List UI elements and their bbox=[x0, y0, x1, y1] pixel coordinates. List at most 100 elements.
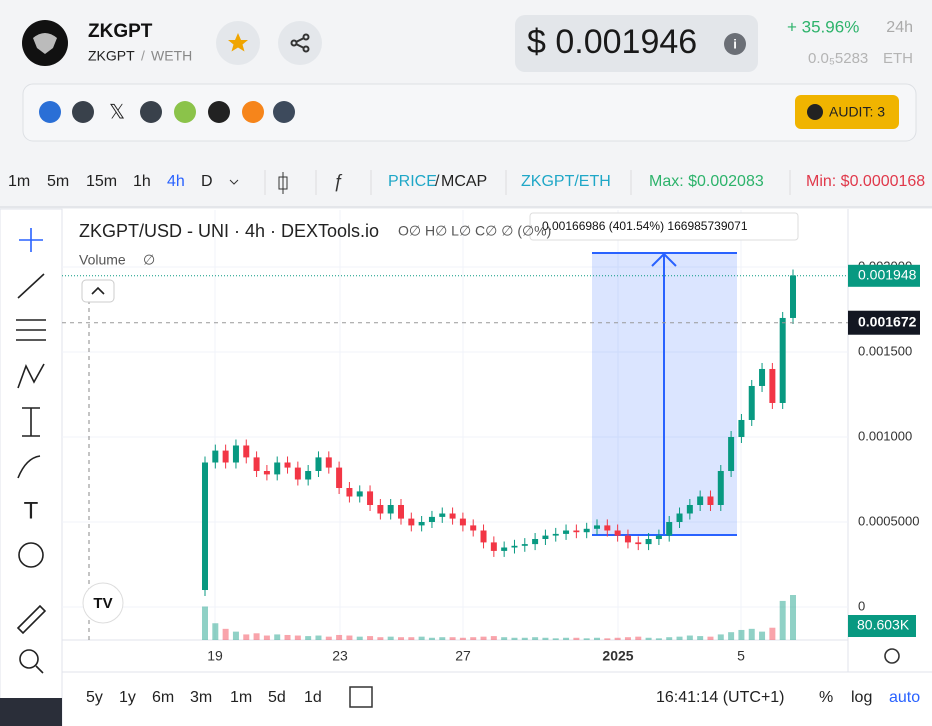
price-box bbox=[515, 15, 758, 72]
range[interactable]: 3m bbox=[190, 689, 212, 706]
candle bbox=[511, 545, 518, 548]
volume-value: ∅ bbox=[143, 252, 155, 268]
volume-bar bbox=[583, 638, 590, 640]
volume-bar bbox=[398, 637, 404, 640]
tv-logo-text: TV bbox=[93, 595, 112, 612]
volume-bar bbox=[490, 636, 497, 640]
volume-label: 80.603K bbox=[857, 617, 910, 633]
icon[interactable] bbox=[174, 101, 196, 123]
share-icon bbox=[290, 33, 310, 53]
candle bbox=[459, 518, 466, 526]
chart-title: ZKGPT/USD - UNI · 4h · DEXTools.io bbox=[79, 221, 379, 241]
icon[interactable] bbox=[273, 101, 295, 123]
range[interactable]: 1m bbox=[230, 689, 252, 706]
bottom-bar: 5y 1y 6m 3m 1m 5d 1d 16:41:14 (UTC+1)% log auto bbox=[86, 689, 920, 706]
interval[interactable]: 1m bbox=[8, 173, 30, 190]
y-tick-label: 0.001500 bbox=[858, 343, 912, 358]
candle-icon[interactable] bbox=[278, 172, 288, 194]
tv-logo[interactable] bbox=[82, 582, 124, 624]
candle bbox=[542, 535, 549, 540]
volume-bar bbox=[367, 636, 374, 640]
candle bbox=[418, 522, 425, 526]
candle bbox=[686, 504, 693, 514]
interval[interactable]: 5m bbox=[47, 173, 69, 190]
grid bbox=[62, 210, 848, 640]
volume-bar bbox=[635, 636, 642, 640]
toolbar-pair[interactable]: ZKGPT/ETH bbox=[521, 173, 611, 190]
volume-bar bbox=[459, 637, 466, 640]
toolbar-max[interactable]: Max: $0.002083 bbox=[649, 173, 764, 190]
collapse-button[interactable] bbox=[81, 279, 115, 303]
tooltip-text: 0.00166986 (401.54%) 166985739071 bbox=[542, 219, 748, 233]
dropdown[interactable] bbox=[229, 179, 239, 185]
icon[interactable] bbox=[140, 101, 162, 123]
volume-bar bbox=[387, 636, 394, 640]
pair-base: ZKGPT bbox=[88, 48, 135, 64]
price-axis: 00.00050000.0010000.0015000.002000192327… bbox=[207, 258, 920, 664]
interval[interactable]: 15m bbox=[86, 173, 117, 190]
volume-bar bbox=[717, 634, 724, 640]
calendar-icon[interactable] bbox=[349, 686, 373, 708]
eth-price: 0.0₅5283 bbox=[808, 50, 868, 67]
icon[interactable]: 𝕏 bbox=[109, 101, 125, 123]
volume-bar bbox=[542, 637, 549, 640]
candle bbox=[769, 368, 776, 403]
x-tick-label: 27 bbox=[455, 648, 471, 664]
volume-bar bbox=[676, 636, 683, 640]
range[interactable]: 1y bbox=[119, 689, 136, 706]
icon[interactable] bbox=[242, 101, 264, 123]
range[interactable]: 6m bbox=[152, 689, 174, 706]
volume-bar bbox=[294, 635, 301, 640]
settings-icon[interactable] bbox=[884, 648, 900, 664]
pair-quote: WETH bbox=[151, 48, 192, 64]
audit-button[interactable] bbox=[795, 95, 899, 129]
volume-bar bbox=[563, 637, 570, 640]
range[interactable]: 5d bbox=[268, 689, 286, 706]
volume-bar bbox=[470, 637, 477, 640]
auto-toggle[interactable]: auto bbox=[889, 689, 920, 706]
icon[interactable] bbox=[39, 101, 61, 123]
fx-icon[interactable]: ƒ bbox=[333, 171, 343, 191]
toolbar-min[interactable]: Min: $0.0000168 bbox=[806, 173, 925, 190]
measure-arrow bbox=[651, 252, 677, 535]
candle bbox=[635, 542, 642, 545]
icon[interactable] bbox=[72, 101, 94, 123]
icon[interactable] bbox=[208, 101, 230, 123]
volume-bar bbox=[594, 637, 600, 640]
ohlc: O∅ H∅ L∅ C∅ ∅ (∅%) bbox=[398, 223, 551, 239]
candle bbox=[645, 539, 652, 545]
volume-bar bbox=[779, 600, 786, 640]
range[interactable]: 5y bbox=[86, 689, 103, 706]
collapse-tab[interactable] bbox=[0, 698, 62, 726]
candle bbox=[377, 504, 384, 514]
range[interactable]: 1d bbox=[304, 689, 322, 706]
change-period: 24h bbox=[886, 19, 913, 36]
volume-bar bbox=[604, 638, 611, 640]
share-button[interactable] bbox=[278, 21, 322, 65]
interval[interactable]: 4h bbox=[167, 173, 185, 190]
toolbar-price[interactable]: PRICE bbox=[388, 173, 437, 190]
log-toggle[interactable]: log bbox=[851, 689, 872, 706]
volume-bar bbox=[697, 636, 704, 640]
candle bbox=[563, 530, 570, 534]
volume-bar bbox=[666, 637, 673, 640]
cursor-price-tag bbox=[848, 310, 920, 335]
pct-toggle[interactable]: % bbox=[819, 689, 833, 706]
candle bbox=[748, 385, 755, 420]
toolbar-mcap[interactable]: MCAP bbox=[441, 173, 487, 190]
candle bbox=[717, 470, 724, 505]
volume-bar bbox=[738, 629, 745, 640]
volume-bar bbox=[686, 635, 693, 640]
candle bbox=[398, 504, 404, 519]
interval[interactable]: D bbox=[201, 173, 213, 190]
change: + 35.96% bbox=[787, 17, 859, 36]
candle bbox=[253, 457, 260, 471]
x-tick-label: 2025 bbox=[602, 648, 633, 664]
toolbar-sep[interactable]: / bbox=[435, 173, 440, 190]
interval[interactable]: 1h bbox=[133, 173, 151, 190]
time: 16:41:14 (UTC+1) bbox=[656, 689, 785, 706]
candle bbox=[790, 275, 796, 318]
info-icon[interactable] bbox=[724, 33, 746, 55]
